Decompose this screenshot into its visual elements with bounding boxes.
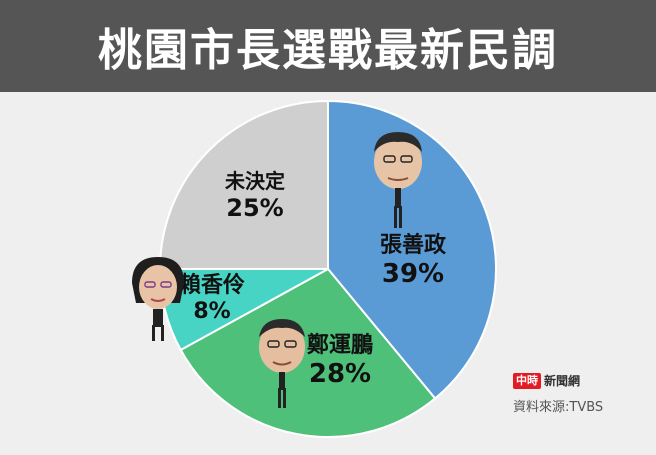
slice-value-label: 8% bbox=[193, 299, 230, 324]
pie-slice-1 bbox=[327, 99, 497, 400]
lai-hsiang-ling-portrait-icon bbox=[132, 257, 184, 341]
slice-name-label: 張善政 bbox=[380, 232, 447, 258]
zhang-shan-cheng-portrait-icon bbox=[374, 132, 422, 228]
slice-value-label: 28% bbox=[309, 359, 371, 389]
pie-slice-4 bbox=[158, 99, 329, 270]
brand-logo: 中時 新聞網 bbox=[513, 372, 580, 389]
source-note: 資料來源:TVBS bbox=[513, 400, 604, 415]
slice-value-label: 25% bbox=[226, 194, 283, 222]
pie-slice-2 bbox=[179, 267, 437, 438]
slice-name-label: 未決定 bbox=[225, 169, 285, 193]
brand-name: 新聞網 bbox=[544, 374, 581, 388]
header-bar: 桃園市長選戰最新民調 bbox=[0, 0, 656, 92]
pie-slices bbox=[158, 99, 497, 438]
page-title: 桃園市長選戰最新民調 bbox=[98, 25, 558, 76]
cheng-yun-peng-portrait-icon bbox=[259, 319, 305, 408]
slice-name-label: 鄭運鵬 bbox=[307, 332, 373, 358]
slice-name-label: 賴香伶 bbox=[179, 272, 245, 298]
brand-badge: 中時 bbox=[513, 372, 541, 389]
slice-value-label: 39% bbox=[382, 259, 444, 289]
